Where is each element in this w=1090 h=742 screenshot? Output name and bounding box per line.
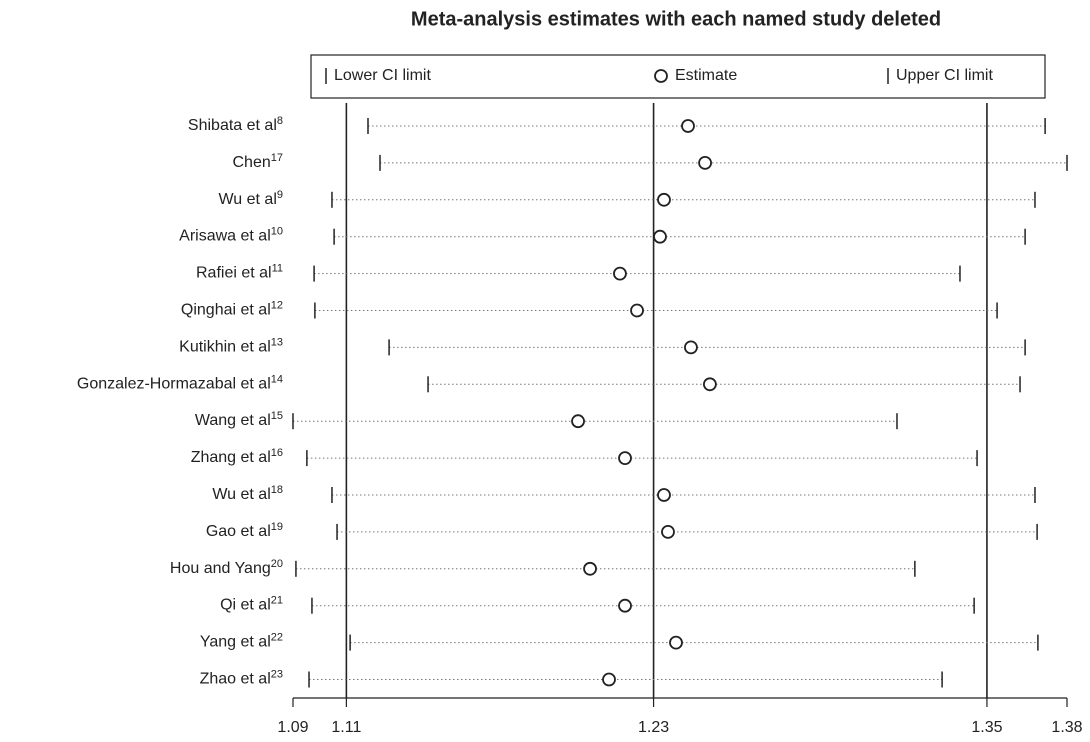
legend-label: Upper CI limit bbox=[896, 67, 993, 84]
study-ref: 16 bbox=[271, 447, 283, 459]
estimate bbox=[613, 266, 627, 281]
x-tick-label: 1.11 bbox=[331, 719, 361, 736]
estimate bbox=[602, 672, 616, 687]
study-name: Wang et al bbox=[195, 412, 271, 429]
estimate bbox=[583, 561, 597, 576]
study-name: Shibata et al bbox=[188, 117, 277, 134]
estimate bbox=[653, 229, 667, 244]
x-tick-label: 1.09 bbox=[277, 719, 308, 736]
study-name: Kutikhin et al bbox=[179, 339, 271, 356]
legend-box bbox=[310, 54, 1046, 99]
estimate bbox=[618, 598, 632, 613]
row-label: Wang et al15 bbox=[195, 410, 283, 429]
study-ref: 19 bbox=[271, 521, 283, 533]
row-label: Qi et al21 bbox=[220, 595, 283, 614]
study-ref: 17 bbox=[271, 152, 283, 164]
estimate bbox=[661, 525, 675, 539]
chart-title: Meta-analysis estimates with each named … bbox=[411, 8, 941, 30]
legend-symbol bbox=[654, 69, 668, 83]
x-tick-label: 1.38 bbox=[1051, 719, 1082, 736]
study-name: Yang et al bbox=[200, 634, 271, 651]
estimate bbox=[630, 303, 644, 318]
study-ref: 15 bbox=[271, 410, 283, 422]
study-name: Qi et al bbox=[220, 597, 271, 614]
study-name: Wu et al bbox=[218, 191, 276, 208]
study-name: Gao et al bbox=[206, 523, 271, 540]
estimate bbox=[698, 155, 712, 170]
study-name: Arisawa et al bbox=[179, 228, 271, 245]
estimate bbox=[571, 414, 585, 429]
row-label: Arisawa et al10 bbox=[179, 226, 283, 245]
study-name: Zhang et al bbox=[191, 449, 271, 466]
study-ref: 12 bbox=[271, 299, 283, 311]
estimate bbox=[657, 488, 671, 502]
legend-label: Estimate bbox=[675, 67, 737, 84]
estimate bbox=[618, 451, 632, 466]
estimate bbox=[669, 635, 683, 650]
study-ref: 23 bbox=[271, 668, 283, 680]
estimate bbox=[681, 119, 695, 133]
row-label: Chen17 bbox=[233, 152, 284, 171]
row-label: Kutikhin et al13 bbox=[179, 336, 283, 355]
row-label: Shibata et al8 bbox=[188, 115, 283, 134]
study-ref: 10 bbox=[271, 226, 283, 238]
study-ref: 22 bbox=[271, 632, 283, 644]
study-ref: 20 bbox=[271, 558, 283, 570]
estimate bbox=[657, 192, 671, 207]
row-label: Wu et al9 bbox=[218, 189, 283, 208]
legend-label: Lower CI limit bbox=[334, 67, 431, 84]
study-ref: 9 bbox=[277, 189, 283, 201]
study-ref: 18 bbox=[271, 484, 283, 496]
estimate bbox=[684, 340, 698, 355]
row-label: Qinghai et al12 bbox=[181, 299, 283, 318]
row-label: Rafiei et al11 bbox=[196, 263, 283, 282]
study-ref: 13 bbox=[271, 336, 283, 348]
x-tick-label: 1.35 bbox=[971, 719, 1002, 736]
row-label: Gao et al19 bbox=[206, 521, 283, 540]
study-ref: 8 bbox=[277, 115, 283, 127]
row-label: Yang et al22 bbox=[200, 632, 283, 651]
study-ref: 14 bbox=[271, 373, 283, 385]
study-name: Zhao et al bbox=[200, 671, 271, 688]
row-label: Zhao et al23 bbox=[200, 668, 283, 687]
study-name: Chen bbox=[233, 154, 271, 171]
row-label: Gonzalez-Hormazabal et al14 bbox=[77, 373, 283, 392]
x-tick-label: 1.23 bbox=[638, 719, 669, 736]
study-name: Hou and Yang bbox=[170, 560, 271, 577]
row-label: Wu et al18 bbox=[212, 484, 283, 503]
row-label: Hou and Yang20 bbox=[170, 558, 283, 577]
study-name: Qinghai et al bbox=[181, 302, 271, 319]
study-name: Wu et al bbox=[212, 486, 270, 503]
row-label: Zhang et al16 bbox=[191, 447, 283, 466]
study-name: Gonzalez-Hormazabal et al bbox=[77, 376, 271, 393]
estimate bbox=[702, 377, 717, 392]
study-ref: 21 bbox=[271, 595, 283, 607]
study-ref: 11 bbox=[272, 263, 283, 275]
study-name: Rafiei et al bbox=[196, 265, 272, 282]
